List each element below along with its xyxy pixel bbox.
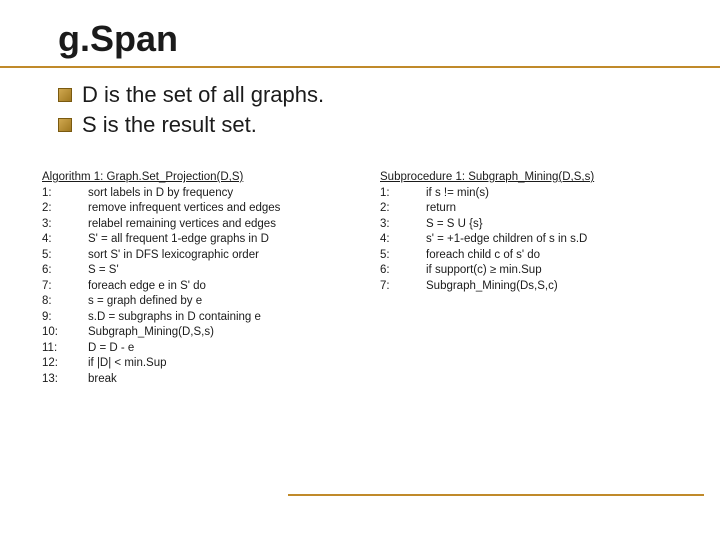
algo-step-row: 6:if support(c) ≥ min.Sup <box>380 263 680 279</box>
algo-step-row: 1:if s != min(s) <box>380 186 680 202</box>
algo-step-number: 9: <box>42 310 88 326</box>
algo-step-row: 13:break <box>42 372 372 388</box>
algo-step-row: 3:relabel remaining vertices and edges <box>42 217 372 233</box>
algorithm-columns: Algorithm 1: Graph.Set_Projection(D,S) 1… <box>0 142 720 387</box>
algo-step-text: S = S' <box>88 263 119 279</box>
algo-step-number: 7: <box>42 279 88 295</box>
algo-step-number: 13: <box>42 372 88 388</box>
algo-step-row: 3:S = S U {s} <box>380 217 680 233</box>
algo-step-row: 10:Subgraph_Mining(D,S,s) <box>42 325 372 341</box>
algo-step-row: 4:S' = all frequent 1-edge graphs in D <box>42 232 372 248</box>
algo-step-row: 5:sort S' in DFS lexicographic order <box>42 248 372 264</box>
algo-step-number: 5: <box>380 248 426 264</box>
algo-step-text: s' = +1-edge children of s in s.D <box>426 232 587 248</box>
algo-step-row: 5:foreach child c of s' do <box>380 248 680 264</box>
algo-step-number: 12: <box>42 356 88 372</box>
algo-step-text: S = S U {s} <box>426 217 483 233</box>
algo-step-number: 6: <box>42 263 88 279</box>
algo-step-text: Subgraph_Mining(D,S,s) <box>88 325 214 341</box>
algo-step-number: 1: <box>380 186 426 202</box>
algo-step-number: 8: <box>42 294 88 310</box>
list-item: D is the set of all graphs. <box>58 82 720 108</box>
algo-step-row: 7:foreach edge e in S' do <box>42 279 372 295</box>
algo-step-number: 6: <box>380 263 426 279</box>
algo-step-row: 9:s.D = subgraphs in D containing e <box>42 310 372 326</box>
slide-title: g.Span <box>58 18 720 60</box>
bullet-text: S is the result set. <box>82 112 257 138</box>
algo-step-text: relabel remaining vertices and edges <box>88 217 276 233</box>
bullet-icon <box>58 118 72 132</box>
algo-step-number: 1: <box>42 186 88 202</box>
algo-step-text: if |D| < min.Sup <box>88 356 167 372</box>
algo-step-number: 4: <box>42 232 88 248</box>
algo-step-row: 2:return <box>380 201 680 217</box>
algo-step-text: break <box>88 372 117 388</box>
subprocedure-1: Subprocedure 1: Subgraph_Mining(D,S,s) 1… <box>380 170 680 387</box>
algo-step-row: 8:s = graph defined by e <box>42 294 372 310</box>
footer-rule <box>288 494 704 496</box>
algo-step-number: 2: <box>42 201 88 217</box>
algo-step-row: 2:remove infrequent vertices and edges <box>42 201 372 217</box>
algorithm-header: Algorithm 1: Graph.Set_Projection(D,S) <box>42 170 372 186</box>
subprocedure-header: Subprocedure 1: Subgraph_Mining(D,S,s) <box>380 170 680 186</box>
algo-step-text: S' = all frequent 1-edge graphs in D <box>88 232 269 248</box>
algo-step-row: 12:if |D| < min.Sup <box>42 356 372 372</box>
algo-step-text: foreach edge e in S' do <box>88 279 206 295</box>
algo-step-text: s.D = subgraphs in D containing e <box>88 310 261 326</box>
bullet-text: D is the set of all graphs. <box>82 82 324 108</box>
algo-step-number: 11: <box>42 341 88 357</box>
algo-step-number: 3: <box>42 217 88 233</box>
algo-step-text: D = D - e <box>88 341 134 357</box>
algo-step-text: if s != min(s) <box>426 186 489 202</box>
list-item: S is the result set. <box>58 112 720 138</box>
algo-step-number: 10: <box>42 325 88 341</box>
algo-step-text: sort labels in D by frequency <box>88 186 233 202</box>
algorithm-1: Algorithm 1: Graph.Set_Projection(D,S) 1… <box>42 170 372 387</box>
algo-step-text: remove infrequent vertices and edges <box>88 201 280 217</box>
bullet-list: D is the set of all graphs. S is the res… <box>0 68 720 138</box>
algo-step-number: 5: <box>42 248 88 264</box>
algo-step-row: 11:D = D - e <box>42 341 372 357</box>
algo-step-row: 1:sort labels in D by frequency <box>42 186 372 202</box>
algo-step-text: foreach child c of s' do <box>426 248 540 264</box>
algo-step-text: Subgraph_Mining(Ds,S,c) <box>426 279 558 295</box>
algo-step-row: 7:Subgraph_Mining(Ds,S,c) <box>380 279 680 295</box>
algo-step-text: return <box>426 201 456 217</box>
algo-step-row: 4:s' = +1-edge children of s in s.D <box>380 232 680 248</box>
algo-step-text: sort S' in DFS lexicographic order <box>88 248 259 264</box>
algo-step-row: 6:S = S' <box>42 263 372 279</box>
algo-step-text: s = graph defined by e <box>88 294 202 310</box>
algo-step-number: 7: <box>380 279 426 295</box>
algo-step-number: 3: <box>380 217 426 233</box>
algo-step-text: if support(c) ≥ min.Sup <box>426 263 542 279</box>
algo-step-number: 4: <box>380 232 426 248</box>
algo-step-number: 2: <box>380 201 426 217</box>
bullet-icon <box>58 88 72 102</box>
